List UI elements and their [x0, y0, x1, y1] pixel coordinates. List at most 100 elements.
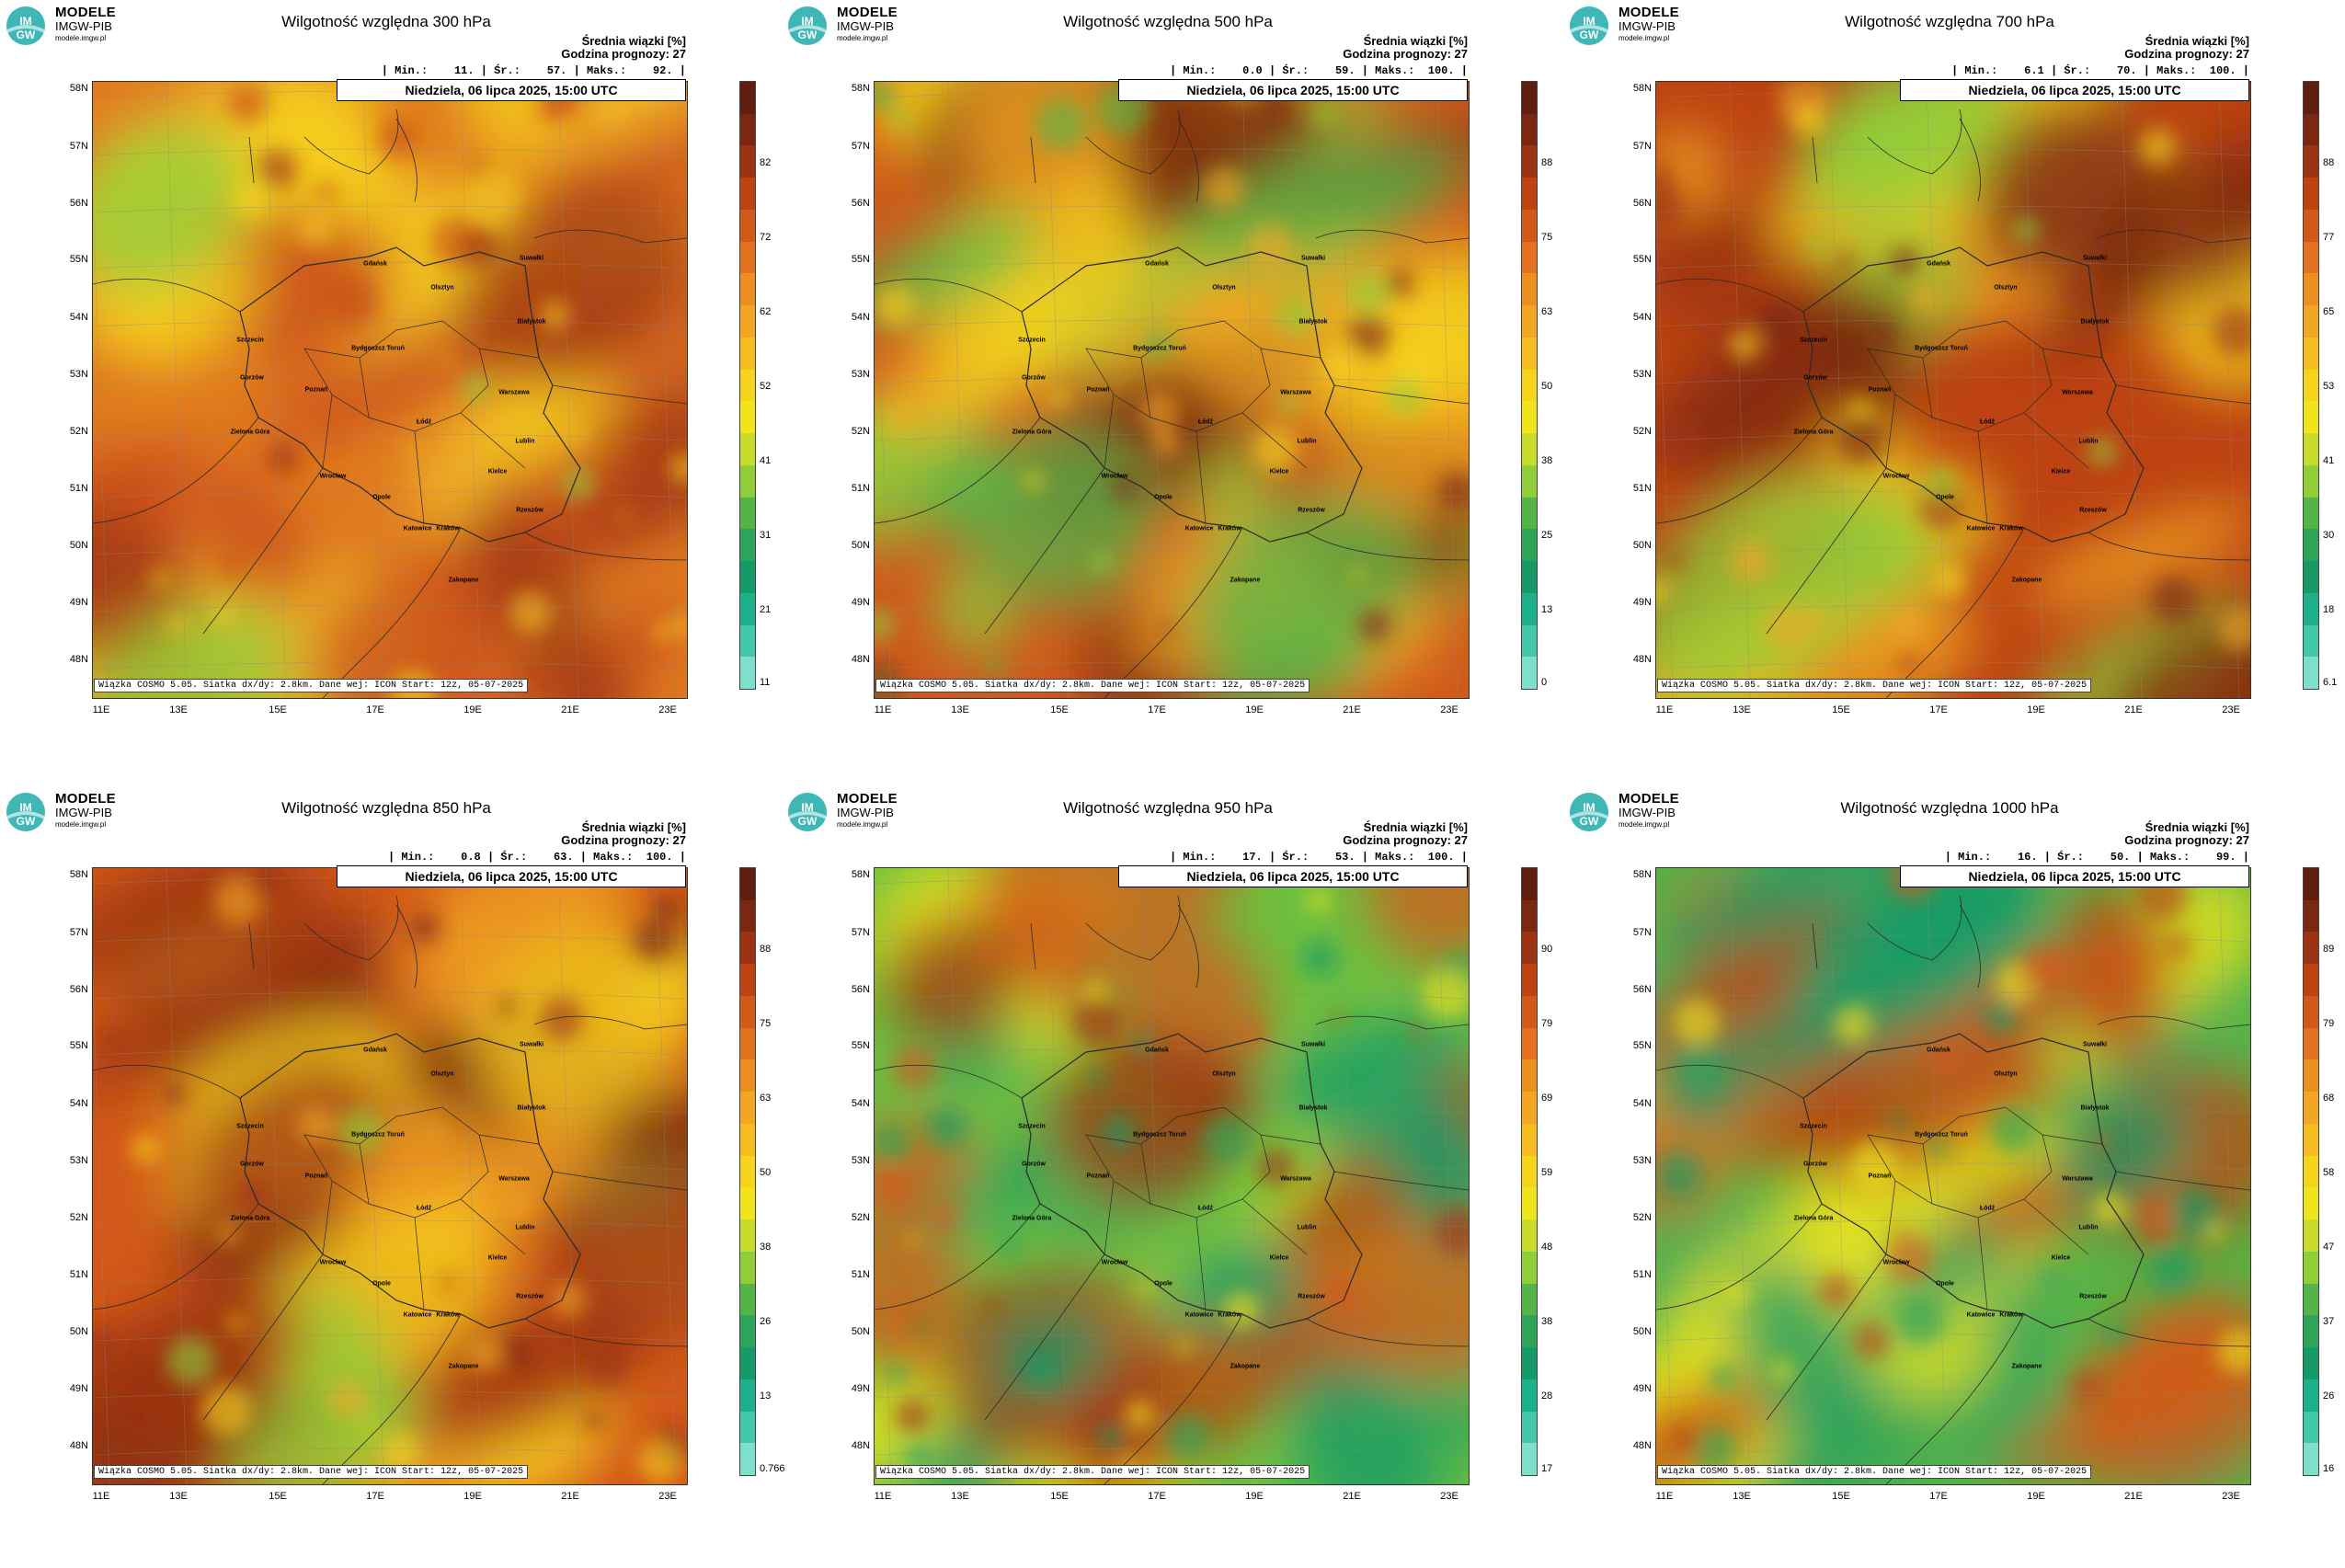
- imgw-logo-icon[interactable]: IMGW: [1569, 6, 1609, 46]
- city-label: Rzeszów: [516, 1293, 543, 1300]
- latitude-label: 57N: [851, 927, 870, 938]
- longitude-label: 15E: [1050, 1491, 1069, 1502]
- colorbar-tick: 41: [2323, 455, 2335, 466]
- latitude-label: 52N: [1632, 426, 1652, 437]
- city-label: Warszawa: [2062, 389, 2093, 396]
- panel-title: Wilgotność względna 500 hPa: [1063, 13, 1273, 30]
- city-label: Wrocław: [319, 473, 347, 480]
- panel-info: Średnia wiązki [%] Godzina prognozy: 27: [561, 821, 686, 847]
- colorbar-segment: [740, 337, 755, 371]
- info-metric: Średnia wiązki [%]: [2145, 820, 2249, 834]
- colorbar-segment: [740, 82, 755, 115]
- colorbar-tick: 31: [760, 530, 772, 541]
- latitude-label: 48N: [69, 1440, 88, 1451]
- colorbar-segment: [740, 305, 755, 338]
- humidity-map[interactable]: Gdańsk Olsztyn Suwałki Szczecin Białystok Byd…: [1655, 81, 2251, 699]
- longitude-label: 11E: [1655, 704, 1674, 715]
- city-label: Zakopane: [2011, 577, 2042, 584]
- longitude-label: 11E: [92, 1491, 110, 1502]
- city-label: Zielona Góra: [1012, 1215, 1052, 1222]
- city-label: Kielce: [2051, 468, 2071, 475]
- colorbar-segment: [1522, 433, 1537, 466]
- logo-text: IM: [801, 801, 813, 814]
- city-label: Olsztyn: [1994, 284, 2018, 292]
- longitude-label: 21E: [561, 1491, 579, 1502]
- latitude-label: 51N: [851, 1269, 870, 1280]
- imgw-logo-icon[interactable]: IMGW: [6, 792, 46, 832]
- city-label: Olsztyn: [430, 284, 454, 292]
- valid-time: Niedziela, 06 lipca 2025, 15:00 UTC: [1118, 865, 1468, 887]
- colorbar-segment: [1522, 964, 1537, 997]
- colorbar-segment: [1522, 1379, 1537, 1413]
- imgw-logo-icon[interactable]: IMGW: [787, 6, 828, 46]
- colorbar-segment: [740, 1027, 755, 1060]
- longitude-label: 15E: [1832, 1491, 1850, 1502]
- city-label: Gorzów: [1022, 374, 1046, 382]
- colorbar-segment: [740, 241, 755, 274]
- city-label: Suwałki: [2082, 1041, 2108, 1048]
- city-label: Warszawa: [2062, 1175, 2093, 1183]
- brand: MODELE IMGW-PIB modele.imgw.pl: [837, 6, 898, 42]
- latitude-label: 58N: [1632, 869, 1652, 880]
- colorbar-segment: [2304, 868, 2318, 901]
- latitude-label: 57N: [69, 141, 88, 152]
- humidity-map[interactable]: Gdańsk Olsztyn Suwałki Szczecin Białystok Byd…: [874, 867, 1470, 1485]
- imgw-logo-icon[interactable]: IMGW: [787, 792, 828, 832]
- city-label: Lublin: [2078, 438, 2099, 445]
- panel-title: Wilgotność względna 300 hPa: [281, 13, 491, 30]
- imgw-logo-icon[interactable]: IMGW: [6, 6, 46, 46]
- model-footer: Wiązka COSMO 5.05. Siatka dx/dy: 2.8km. …: [875, 1465, 1310, 1479]
- city-label: Poznań: [1086, 1173, 1110, 1180]
- info-metric: Średnia wiązki [%]: [581, 34, 686, 48]
- colorbar-tick: 63: [760, 1093, 772, 1104]
- colorbar-segment: [1522, 868, 1537, 901]
- colorbar-tick: 50: [760, 1167, 772, 1178]
- city-label: Katowice: [403, 1311, 432, 1319]
- longitude-label: 23E: [658, 704, 677, 715]
- colorbar-segment: [2304, 369, 2318, 402]
- brand-url: modele.imgw.pl: [837, 34, 888, 42]
- city-label: Rzeszów: [1298, 1293, 1325, 1300]
- humidity-map[interactable]: Gdańsk Olsztyn Suwałki Szczecin Białystok Byd…: [92, 867, 688, 1485]
- colorbar-segment: [2304, 177, 2318, 211]
- city-label: Szczecin: [236, 1123, 264, 1130]
- colorbar-segment: [1522, 113, 1537, 146]
- logo-text: IM: [1583, 15, 1595, 28]
- colorbar-segment: [2304, 1092, 2318, 1125]
- city-label: Łódź: [416, 418, 432, 426]
- city-label: Gdańsk: [1145, 1047, 1169, 1054]
- valid-time: Niedziela, 06 lipca 2025, 15:00 UTC: [1900, 79, 2249, 101]
- info-forecast-hour: Godzina prognozy: 27: [2124, 833, 2249, 847]
- model-footer: Wiązka COSMO 5.05. Siatka dx/dy: 2.8km. …: [1657, 1465, 2092, 1479]
- colorbar-segment: [2304, 1315, 2318, 1348]
- latitude-label: 58N: [69, 83, 88, 94]
- colorbar-segment: [2304, 529, 2318, 562]
- city-label: Kielce: [1269, 1254, 1289, 1262]
- colorbar-segment: [1522, 305, 1537, 338]
- humidity-map[interactable]: Gdańsk Olsztyn Suwałki Szczecin Białystok Byd…: [1655, 867, 2251, 1485]
- model-footer: Wiązka COSMO 5.05. Siatka dx/dy: 2.8km. …: [875, 679, 1310, 692]
- panel-info: Średnia wiązki [%] Godzina prognozy: 27: [1343, 821, 1468, 847]
- longitude-label: 13E: [951, 704, 969, 715]
- imgw-logo-icon[interactable]: IMGW: [1569, 792, 1609, 832]
- colorbar-tick: 69: [1541, 1093, 1553, 1104]
- brand-main: MODELE: [1619, 5, 1679, 20]
- latitude-label: 58N: [851, 869, 870, 880]
- latitude-label: 53N: [1632, 1155, 1652, 1166]
- city-label: Gorzów: [1022, 1161, 1046, 1168]
- colorbar-segment: [740, 113, 755, 146]
- humidity-map[interactable]: Gdańsk Olsztyn Suwałki Szczecin Białystok Byd…: [92, 81, 688, 699]
- longitude-label: 13E: [1733, 704, 1751, 715]
- colorbar-tick: 38: [1541, 455, 1553, 466]
- humidity-map[interactable]: Gdańsk Olsztyn Suwałki Szczecin Białystok Byd…: [874, 81, 1470, 699]
- city-label: Opole: [372, 1280, 391, 1288]
- colorbar-segment: [2304, 624, 2318, 658]
- colorbar-segment: [1522, 177, 1537, 211]
- latitude-label: 53N: [1632, 369, 1652, 380]
- latitude-label: 48N: [851, 1440, 870, 1451]
- colorbar-segment: [2304, 433, 2318, 466]
- colorbar-segment: [2304, 1411, 2318, 1444]
- latitude-label: 51N: [851, 483, 870, 494]
- brand-sub: IMGW-PIB: [1619, 806, 1676, 819]
- city-label: Katowice: [1184, 525, 1214, 532]
